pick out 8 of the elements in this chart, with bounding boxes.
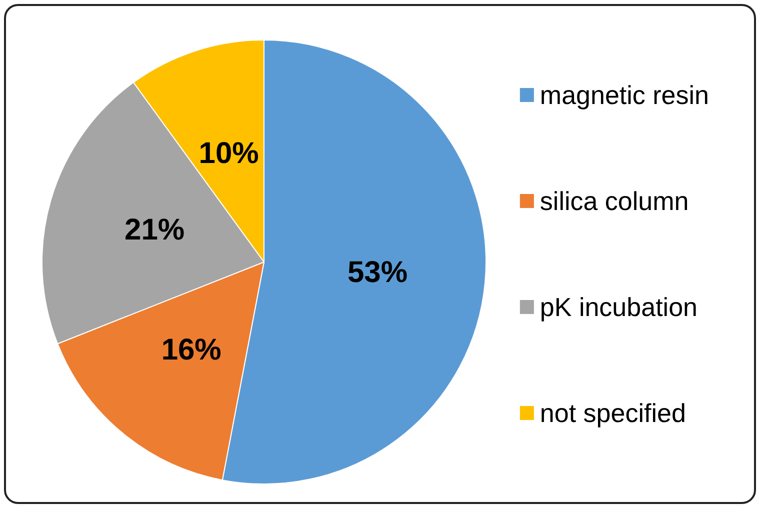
legend-label: pK incubation (540, 292, 698, 322)
data-label: 10% (198, 137, 259, 170)
data-label: 53% (347, 256, 408, 290)
legend-label: not specified (540, 398, 686, 428)
legend-label: magnetic resin (540, 80, 709, 110)
data-label: 21% (124, 214, 185, 247)
data-label: 16% (161, 333, 222, 366)
legend-label: silica column (540, 186, 689, 216)
